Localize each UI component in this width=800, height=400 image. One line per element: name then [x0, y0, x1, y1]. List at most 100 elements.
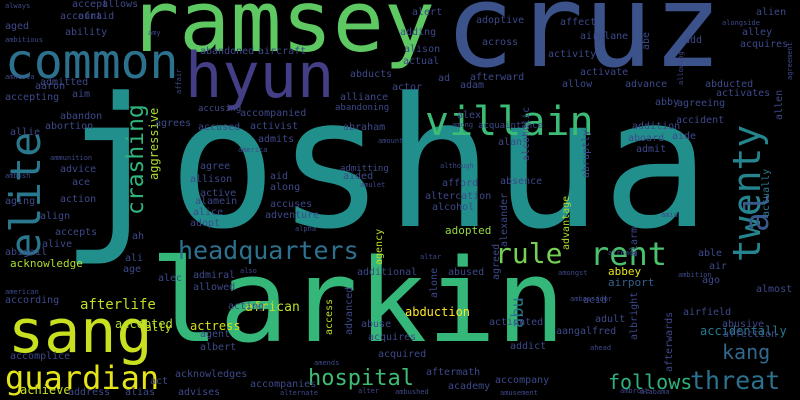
- word-among: among: [452, 121, 474, 129]
- word-crashing: crashing: [123, 104, 149, 215]
- word-according: according: [5, 295, 60, 306]
- word-acquires: acquires: [740, 39, 789, 50]
- word-guardian: guardian: [5, 359, 160, 397]
- word-alabama: alabama: [640, 388, 670, 396]
- word-villain: villain: [425, 99, 594, 145]
- word-ammunition: ammunition: [50, 154, 93, 162]
- word-airport: airport: [608, 276, 655, 289]
- word-agreement: agreement: [786, 42, 794, 80]
- word-accompany: accompany: [495, 375, 550, 386]
- word-advanced: advanced: [344, 286, 355, 335]
- word-ramsey: ramsey: [128, 0, 436, 72]
- word-aang: aang: [556, 326, 581, 337]
- word-add: add: [684, 35, 703, 46]
- word-ambrose: ambrose: [620, 387, 650, 395]
- word-aircraft: aircraft: [258, 46, 307, 57]
- word-across: across: [482, 37, 519, 48]
- word-abducted: abducted: [705, 79, 754, 90]
- word-abducts: abducts: [350, 69, 393, 80]
- word-actual: actual: [403, 56, 440, 67]
- word-ali: ali: [125, 253, 144, 264]
- word-alcoholic: alcoholic: [521, 106, 532, 161]
- word-alexander: alexander: [499, 192, 510, 247]
- word-ace: ace: [72, 177, 91, 188]
- word-accepts: accepts: [55, 227, 98, 238]
- word-admitted: admitted: [40, 77, 89, 88]
- word-affect: affect: [560, 17, 597, 28]
- word-accompanied: accompanied: [240, 108, 307, 119]
- word-alert: alert: [412, 7, 443, 18]
- word-advises: advises: [178, 387, 221, 398]
- word-agrees: agrees: [155, 118, 192, 129]
- word-aide: aide: [672, 131, 697, 142]
- word-adult: adult: [595, 314, 626, 325]
- word-afraid: afraid: [78, 11, 115, 22]
- word-ambassador: ambassador: [570, 295, 613, 303]
- word-although: although: [440, 162, 474, 170]
- word-aftermath: aftermath: [426, 367, 481, 378]
- word-albert: albert: [200, 342, 237, 353]
- word-addition: addition: [632, 121, 681, 132]
- word-admitting: admitting: [340, 164, 389, 174]
- word-allison: allison: [190, 174, 233, 185]
- word-additional: additional: [357, 267, 418, 278]
- word-abigail: abigail: [5, 247, 48, 258]
- word-abe: abe: [641, 31, 652, 50]
- word-allowed: allowed: [193, 282, 236, 293]
- word-abandoning: abandoning: [335, 103, 390, 113]
- word-alfred: alfred: [580, 326, 617, 337]
- word-always: always: [5, 2, 31, 10]
- word-advance: advance: [625, 79, 668, 90]
- word-ambushed: ambushed: [395, 388, 429, 396]
- word-amy: amy: [148, 29, 161, 37]
- word-adoptive: adoptive: [476, 15, 525, 26]
- word-account: account: [60, 11, 103, 22]
- word-academy: academy: [448, 381, 491, 392]
- word-abuse: abuse: [361, 319, 392, 330]
- word-acquired: acquired: [378, 349, 427, 360]
- word-activates: activates: [716, 88, 771, 99]
- word-able: able: [698, 248, 723, 259]
- word-age: age: [123, 264, 142, 275]
- word-altar: altar: [420, 253, 442, 261]
- word-alternate: alternate: [280, 389, 318, 397]
- word-aim: aim: [72, 89, 91, 100]
- word-almost: almost: [756, 284, 793, 295]
- word-absence: absence: [500, 176, 543, 187]
- word-alpha: alpha: [295, 225, 317, 233]
- word-elite: elite: [1, 131, 50, 258]
- word-threat: threat: [690, 366, 781, 395]
- word-acknowledges: acknowledges: [175, 369, 248, 380]
- word-african: african: [245, 300, 300, 315]
- word-albright: albright: [629, 291, 640, 340]
- word-address: address: [68, 387, 111, 398]
- word-admits: admits: [258, 134, 295, 145]
- word-ago: ago: [702, 275, 721, 286]
- word-accused: accused: [198, 122, 241, 133]
- word-aaron: aaron: [35, 81, 66, 92]
- word-abraham: abraham: [343, 122, 386, 133]
- word-agreeing: agreeing: [677, 98, 726, 109]
- word-larkin: larkin: [150, 235, 566, 369]
- word-sang: sang: [8, 297, 153, 367]
- word-actor: actor: [392, 82, 423, 93]
- word-also: also: [240, 267, 257, 275]
- word-achieve: achieve: [20, 383, 71, 397]
- word-activate: activate: [580, 67, 629, 78]
- word-alan: alan: [498, 137, 523, 148]
- word-abandon: abandon: [60, 111, 103, 122]
- word-alison: alison: [404, 44, 441, 55]
- word-altercation: altercation: [425, 191, 492, 202]
- word-cruz: cruz: [445, 0, 722, 94]
- word-affection: affection: [723, 329, 778, 340]
- word-agent: agent: [200, 329, 231, 340]
- word-along: along: [270, 182, 301, 193]
- word-accomplice: accomplice: [10, 351, 71, 362]
- word-abby: abby: [655, 97, 680, 108]
- word-agreed: agreed: [491, 243, 502, 280]
- word-abduction: abduction: [405, 305, 471, 319]
- word-ability: ability: [65, 27, 108, 38]
- word-afterward: afterward: [470, 72, 525, 83]
- word-amulet: amulet: [360, 181, 386, 189]
- word-airplane: airplane: [580, 31, 629, 42]
